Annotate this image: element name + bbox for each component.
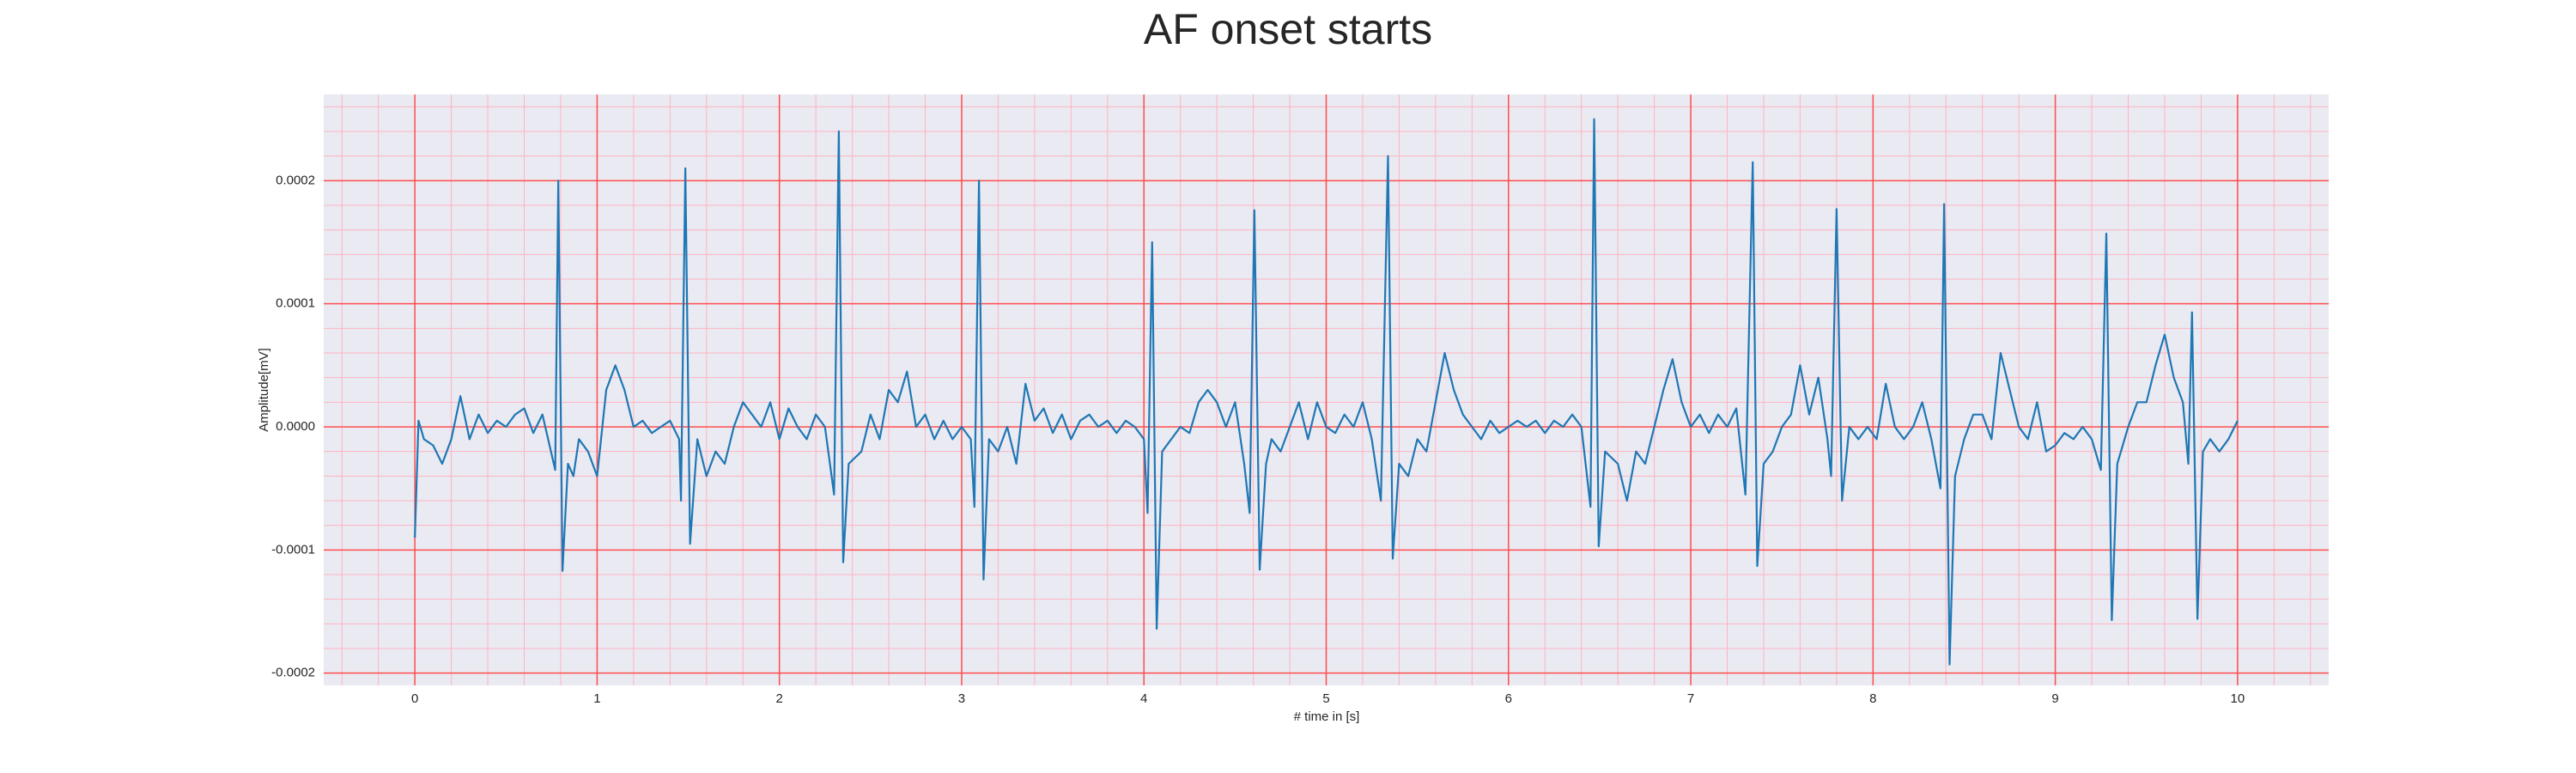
x-tick-label: 9 [2051, 691, 2058, 706]
y-tick-label: 0.0001 [276, 296, 315, 311]
x-tick-label: 4 [1140, 691, 1147, 706]
chart-title: AF onset starts [1144, 5, 1432, 53]
x-tick-label: 7 [1687, 691, 1694, 706]
x-tick-label: 1 [593, 691, 600, 706]
x-axis-label: # time in [s] [1294, 709, 1360, 724]
signal-line [414, 118, 2239, 666]
x-tick-label: 0 [411, 691, 418, 706]
x-tick-label: 5 [1322, 691, 1329, 706]
y-tick-label: -0.0002 [271, 666, 315, 680]
x-tick-label: 2 [776, 691, 783, 706]
y-tick-label: 0.0002 [276, 173, 315, 187]
y-tick-label: -0.0001 [271, 542, 315, 557]
x-tick-label: 8 [1869, 691, 1876, 706]
y-tick-label: 0.0000 [276, 419, 315, 434]
x-tick-label: 6 [1505, 691, 1512, 706]
x-tick-label: 10 [2231, 691, 2245, 706]
x-tick-label: 3 [958, 691, 965, 706]
y-axis-label: Amplitude[mV] [257, 348, 271, 432]
